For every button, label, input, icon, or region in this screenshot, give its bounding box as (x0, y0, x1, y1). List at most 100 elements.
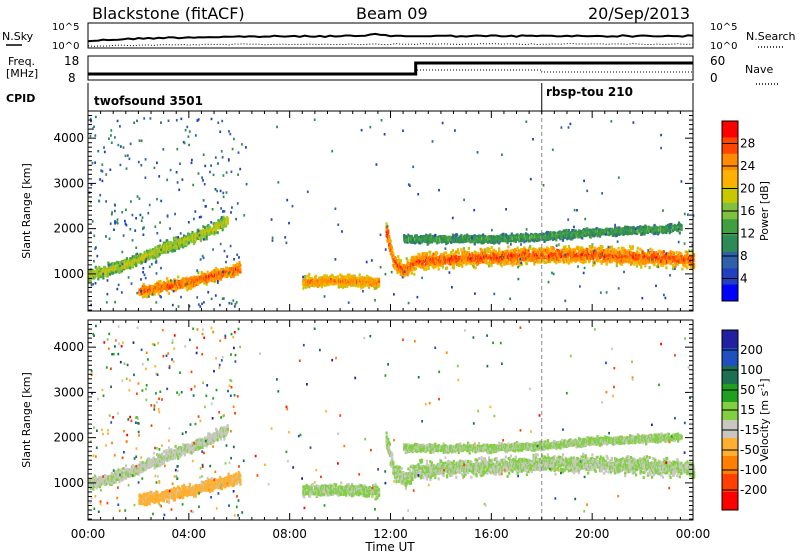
noise-left-tick-high: 10^5 (52, 22, 79, 33)
data-cell (214, 277, 217, 281)
data-cell (363, 277, 366, 280)
data-cell (185, 286, 188, 290)
data-cell (441, 265, 444, 269)
data-cell (207, 224, 210, 227)
data-cell (461, 264, 464, 268)
data-cell (146, 295, 149, 299)
data-cell (344, 284, 347, 288)
data-cell (151, 285, 154, 289)
data-cell (569, 248, 572, 252)
data-cell (239, 268, 242, 272)
data-cell (98, 269, 101, 273)
data-cell (94, 274, 97, 278)
data-cell (451, 249, 454, 253)
data-cell (602, 259, 605, 263)
beam-title: Beam 09 (356, 4, 428, 23)
data-cell (552, 247, 555, 251)
data-cell (104, 265, 107, 269)
data-cell (456, 233, 459, 237)
data-cell (389, 239, 392, 243)
data-cell (385, 222, 388, 226)
data-cell (342, 277, 345, 281)
data-cell (516, 246, 519, 250)
cpid-program-2: rbsp-tou 210 (546, 85, 633, 99)
data-cell (157, 246, 160, 250)
data-cell (310, 277, 313, 281)
data-cell (226, 274, 229, 278)
data-cell (309, 283, 312, 287)
data-cell (135, 253, 138, 257)
data-cell (686, 266, 689, 270)
data-cell (342, 285, 345, 289)
data-cell (367, 276, 370, 280)
data-cell (214, 228, 218, 232)
data-cell (669, 250, 672, 254)
data-cell (205, 235, 208, 238)
data-cell (359, 284, 362, 288)
frequency-line (88, 61, 693, 76)
noise-right-tick-low: 10^0 (710, 41, 737, 52)
data-cell (318, 283, 321, 287)
nave-line (88, 69, 693, 75)
data-cell (525, 262, 528, 266)
data-cell (186, 288, 189, 292)
data-cell (229, 272, 232, 276)
data-cell (210, 279, 213, 283)
data-cell (446, 266, 449, 270)
data-cell (109, 263, 112, 267)
data-cell (218, 226, 221, 230)
data-cell (429, 250, 432, 254)
data-cell (219, 277, 223, 281)
data-cell (157, 292, 160, 296)
data-cell (154, 246, 157, 250)
data-cell (601, 245, 604, 249)
data-cell (186, 239, 189, 243)
data-cell (239, 270, 242, 274)
data-cell (236, 272, 239, 276)
data-cell (204, 226, 207, 230)
data-cell (327, 283, 330, 287)
data-cell (232, 275, 235, 279)
noise-right-tick-high: 10^5 (710, 22, 737, 33)
data-cell (205, 282, 208, 286)
data-cell (209, 225, 212, 229)
data-cell (212, 230, 215, 234)
data-cell (157, 280, 160, 284)
data-cell (413, 272, 416, 276)
data-cell (185, 276, 188, 280)
data-cell (557, 243, 560, 247)
data-cell (306, 274, 309, 278)
data-cell (513, 262, 516, 266)
data-cell (226, 221, 229, 225)
data-cell (159, 283, 162, 287)
frequency-tick-low: 8 (68, 71, 76, 85)
data-cell (193, 242, 196, 245)
data-cell (498, 247, 501, 251)
data-cell (232, 271, 235, 275)
data-cell (233, 264, 236, 268)
data-cell (166, 288, 169, 292)
power-data-marks (88, 111, 696, 311)
data-cell (348, 275, 351, 279)
data-cell (635, 264, 639, 268)
data-cell (203, 281, 206, 285)
data-cell (395, 259, 398, 263)
data-cell (166, 239, 169, 243)
frequency-panel: Freq. [MHz] 18 8 60 0 Nave (6, 54, 780, 85)
data-cell (158, 252, 161, 256)
data-cell (184, 283, 187, 287)
data-cell (197, 282, 200, 286)
data-cell (631, 246, 634, 250)
data-cell (323, 274, 326, 278)
data-cell (185, 235, 188, 239)
data-cell (148, 256, 151, 260)
data-cell (161, 289, 164, 292)
data-cell (173, 237, 176, 241)
data-cell (125, 259, 128, 263)
data-cell (151, 256, 155, 260)
data-cell (214, 267, 218, 270)
data-cell (179, 285, 182, 289)
data-cell (161, 244, 165, 248)
data-cell (202, 274, 205, 278)
